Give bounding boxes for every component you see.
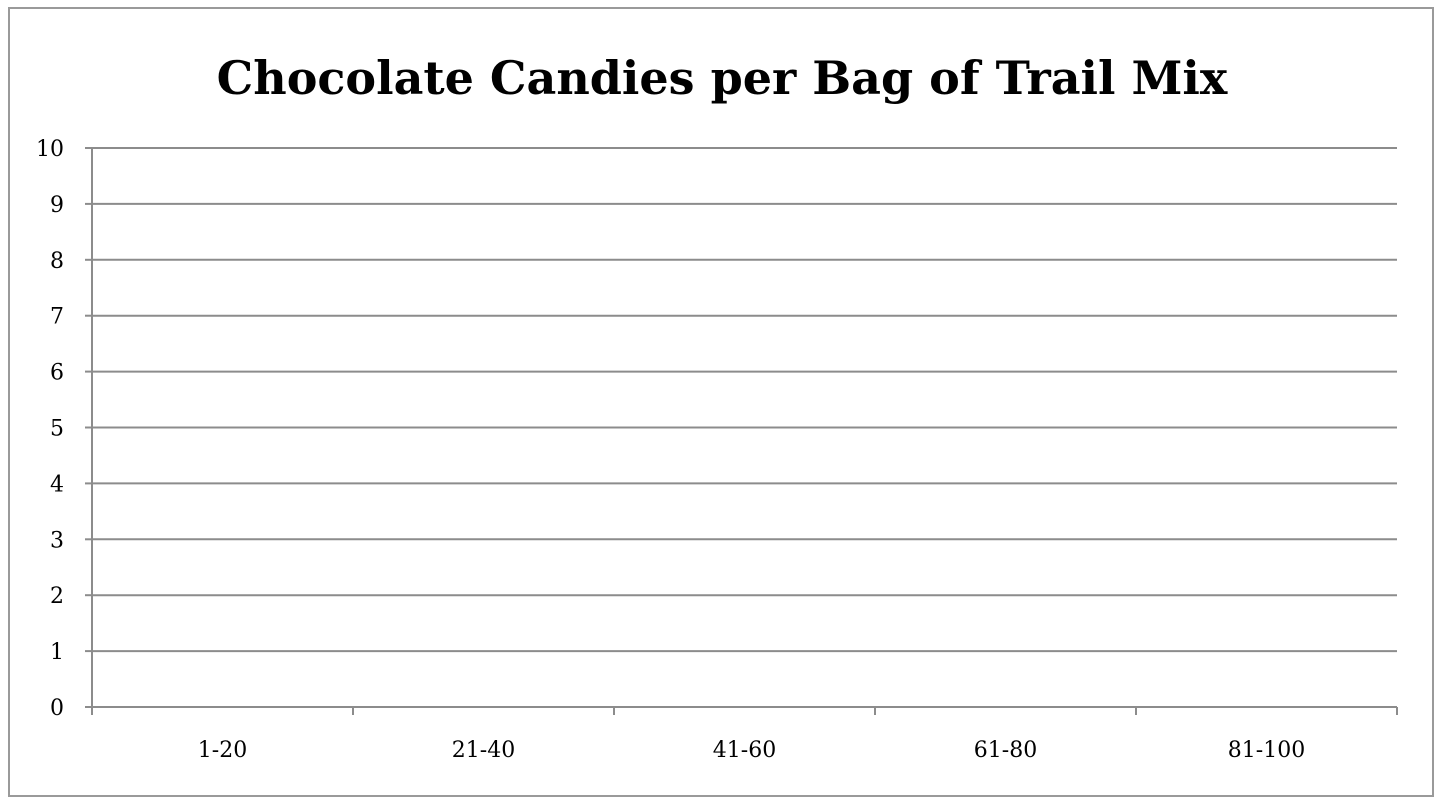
y-tick-label: 2 (50, 584, 64, 609)
y-tick-label: 0 (50, 696, 64, 721)
y-tick-label: 7 (50, 305, 64, 330)
x-tick-label: 1-20 (198, 738, 247, 763)
x-tick-label: 21-40 (452, 738, 515, 763)
y-tick-label: 10 (36, 137, 64, 162)
y-tick-label: 5 (50, 417, 64, 442)
y-tick-label: 6 (50, 361, 64, 386)
y-tick-label: 8 (50, 249, 64, 274)
y-tick-label: 1 (50, 640, 64, 665)
y-tick-label: 3 (50, 528, 64, 553)
y-tick-label: 4 (50, 472, 64, 497)
x-tick-label: 81-100 (1228, 738, 1305, 763)
chart-svg: Chocolate Candies per Bag of Trail Mix 0… (36, 51, 1398, 763)
y-axis: 0 1 2 3 4 5 6 7 8 9 10 (36, 137, 93, 721)
gridlines (92, 147, 1397, 653)
chart-title: Chocolate Candies per Bag of Trail Mix (217, 51, 1228, 105)
x-tick-label: 41-60 (713, 738, 776, 763)
x-axis: 1-20 21-40 41-60 61-80 81-100 (91, 706, 1398, 763)
y-tick-label: 9 (50, 193, 64, 218)
x-tick-label: 61-80 (974, 738, 1037, 763)
chart-frame (8, 7, 1434, 797)
